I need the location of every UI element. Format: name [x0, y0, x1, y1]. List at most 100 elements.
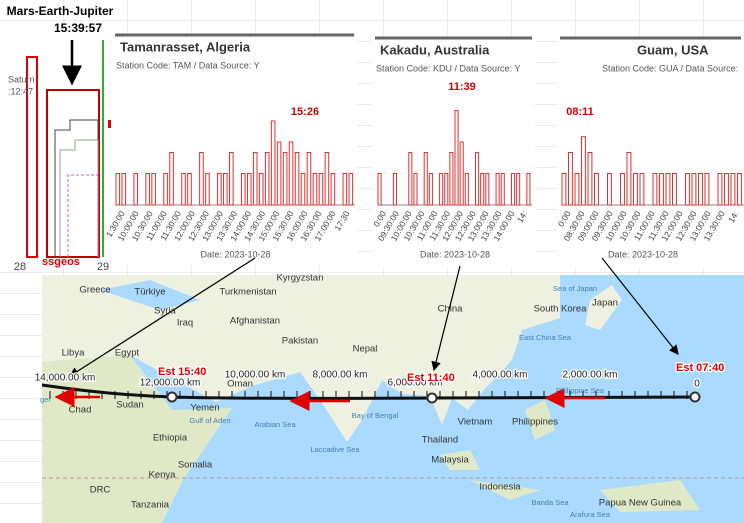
spike	[294, 152, 300, 206]
spike	[428, 173, 433, 206]
place-label: Philippine Sea	[556, 386, 605, 395]
spike	[205, 173, 210, 206]
place-label: Egypt	[115, 348, 140, 359]
place-label: Nepal	[353, 344, 378, 355]
spike	[464, 173, 469, 206]
spike	[475, 152, 480, 206]
station-chart: Tamanrasset, Algeria Station Code: TAM / …	[104, 33, 357, 265]
spike	[318, 173, 324, 206]
spike	[276, 141, 282, 206]
place-label: Arafura Sea	[570, 510, 611, 519]
path-ticks	[49, 391, 688, 399]
spike	[306, 152, 312, 206]
spike	[408, 152, 413, 206]
spike	[459, 141, 464, 206]
spike	[151, 173, 156, 206]
place-label: Papua New Guinea	[599, 498, 682, 509]
spike	[574, 173, 580, 206]
place-label: Sea of Japan	[553, 284, 597, 293]
spike	[665, 173, 671, 206]
station-subtitle: Station Code: GUA / Data Source:	[602, 63, 738, 73]
estimate-label: Est 07:40	[676, 362, 724, 374]
link-arrows	[68, 257, 679, 377]
spike	[516, 173, 521, 206]
station-chart: Kakadu, Australia Station Code: KDU / Dat…	[371, 36, 535, 268]
spike	[342, 173, 348, 206]
distance-label: 0	[694, 379, 700, 390]
spike	[685, 173, 690, 206]
spike	[444, 173, 449, 206]
spike	[526, 173, 531, 206]
place-label: East China Sea	[519, 333, 572, 342]
place-label: Gulf of Aden	[189, 416, 230, 425]
spike	[300, 173, 306, 206]
place-label: Pakistan	[282, 336, 318, 347]
distance-label: 8,000.00 km	[312, 370, 367, 381]
spike	[240, 173, 246, 206]
spike	[348, 173, 354, 206]
spike	[288, 141, 294, 206]
point	[689, 391, 701, 403]
place-label: ger	[40, 395, 51, 404]
spike	[724, 173, 729, 206]
panel	[372, 38, 535, 268]
place-label: Tanzania	[131, 500, 170, 511]
day-label: 28	[14, 261, 26, 273]
station-title: Tamanrasset, Algeria	[120, 39, 251, 54]
place-label: DRC	[90, 485, 111, 496]
direction-arrows	[54, 387, 605, 411]
place-label: Thailand	[422, 435, 458, 446]
point	[426, 392, 438, 404]
spike	[620, 173, 625, 206]
spike	[485, 173, 490, 206]
peak-label: 08:11	[566, 106, 594, 118]
point	[166, 391, 178, 403]
place-label: Kyrgyzstan	[277, 273, 324, 284]
distance-label: 4,000.00 km	[472, 370, 527, 381]
place-label: Türkiye	[134, 287, 165, 298]
spike	[312, 173, 318, 206]
place-label: Oman	[227, 379, 253, 390]
spike	[607, 173, 612, 206]
place-label: Iraq	[177, 318, 193, 329]
spike	[587, 152, 593, 206]
spike	[672, 173, 677, 206]
distance-label: 6,000.00 km	[387, 378, 442, 389]
spike	[133, 173, 139, 206]
spike	[246, 173, 252, 206]
place-label: Kenya	[149, 470, 177, 481]
spike	[639, 173, 645, 206]
panel	[112, 35, 357, 265]
spike	[652, 173, 658, 206]
spike	[581, 136, 586, 206]
peak-label: 15:26	[291, 106, 319, 118]
spike	[270, 120, 276, 206]
place-label: Indonesia	[479, 482, 521, 493]
place-label: Bay of Bengal	[352, 411, 399, 420]
estimate-label: Est 15:40	[158, 366, 206, 378]
spike	[480, 173, 485, 206]
spike	[691, 173, 697, 206]
distance-label: 2,000.00 km	[562, 370, 617, 381]
station-title: Guam, USA	[637, 42, 709, 57]
peak-label: 11:39	[448, 81, 476, 93]
day-label: 29	[97, 261, 109, 273]
spike	[730, 173, 736, 206]
spike	[568, 152, 573, 206]
spike	[704, 173, 710, 206]
place-label: Syria	[154, 306, 176, 317]
spike	[633, 173, 638, 206]
spike	[252, 152, 258, 206]
place-label: Malaysia	[431, 455, 469, 466]
side-label: Saturn	[8, 74, 35, 84]
place-label: Laccadive Sea	[310, 445, 360, 454]
spike	[439, 173, 444, 206]
place-label: Libya	[62, 348, 85, 359]
spike	[115, 173, 121, 206]
station-chart: Guam, USA Station Code: GUA / Data Source…	[556, 36, 744, 268]
distance-label: 10,000.00 km	[225, 370, 286, 381]
date-label: Date: 2023-10-28	[200, 249, 270, 259]
spike	[217, 173, 222, 206]
place-label: Turkmenistan	[219, 287, 276, 298]
spike	[454, 110, 459, 206]
